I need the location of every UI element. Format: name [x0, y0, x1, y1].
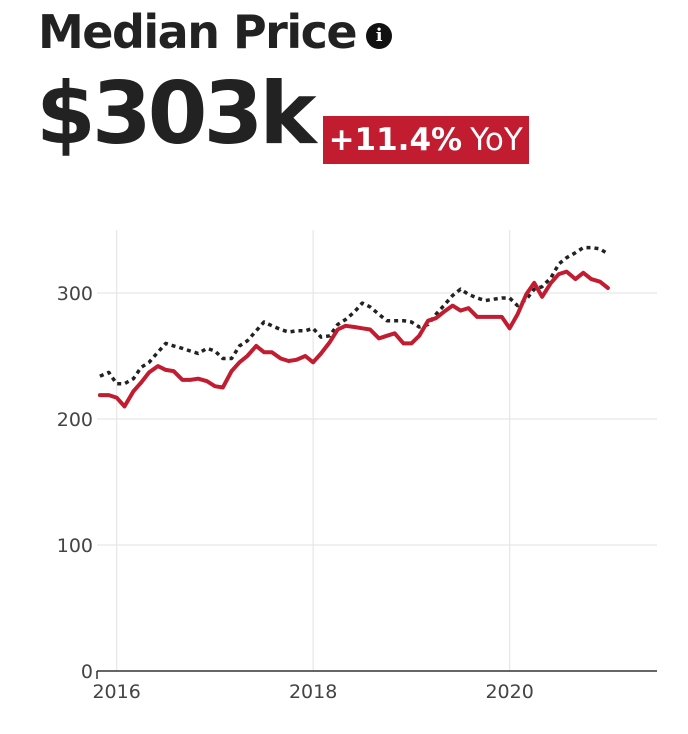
- yoy-label: YoY: [470, 122, 523, 158]
- solid-series-line: [97, 269, 610, 409]
- x-tick-label-2016: 2016: [92, 681, 140, 703]
- title-row: Median Price i: [38, 2, 393, 62]
- y-tick-label-0: 0: [81, 661, 93, 683]
- value-row: $303k +11.4% YoY: [36, 62, 529, 166]
- median-price-value: $303k: [36, 64, 317, 164]
- y-tick-label-300: 300: [57, 283, 93, 305]
- yoy-change-percent: +11.4%: [328, 122, 463, 158]
- chart-axes: [96, 670, 657, 679]
- chart-grid: [97, 230, 657, 671]
- price-line-chart: 0 100 200 300 2016 2018 2020: [57, 230, 657, 703]
- x-tick-label-2018: 2018: [289, 681, 337, 703]
- info-icon[interactable]: i: [366, 23, 393, 49]
- y-tick-label-200: 200: [57, 409, 93, 431]
- chart-series: [97, 245, 610, 409]
- yoy-change-badge: +11.4% YoY: [322, 116, 529, 164]
- y-tick-label-100: 100: [57, 535, 93, 557]
- chart-title: Median Price: [38, 5, 358, 59]
- dotted-series-line: [99, 245, 609, 386]
- x-tick-label-2020: 2020: [485, 681, 533, 703]
- chart-tick-labels: 0 100 200 300 2016 2018 2020: [57, 283, 534, 703]
